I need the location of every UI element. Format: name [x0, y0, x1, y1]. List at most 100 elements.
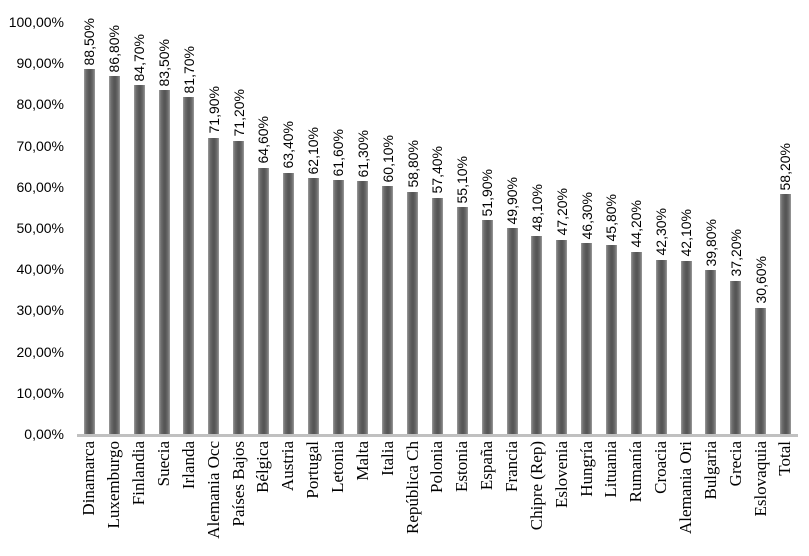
bar	[581, 243, 593, 434]
bar-value-label: 61,30%	[354, 129, 371, 178]
y-tick-label: 20,00%	[16, 343, 64, 360]
bar-value-label: 42,10%	[678, 209, 695, 257]
category-label: Francia	[502, 441, 522, 492]
bar-value-label: 45,80%	[603, 193, 620, 242]
category-label: Suecia	[154, 441, 173, 487]
bar	[779, 194, 791, 434]
bar-column: 62,10%	[301, 0, 326, 434]
bar-column: 81,70%	[176, 0, 201, 434]
bar-column: 42,10%	[674, 0, 699, 434]
bar	[208, 137, 220, 434]
category-label: Alemania Occ	[203, 441, 223, 539]
bar-value-label: 88,50%	[81, 17, 98, 66]
category-label: Alemania Ori	[676, 441, 696, 534]
category-column: Austria	[276, 441, 301, 556]
category-label: Dinamarca	[79, 441, 99, 516]
bar-value-label: 63,40%	[280, 121, 297, 169]
bar	[108, 76, 120, 434]
bar-value-label: 64,60%	[255, 116, 272, 164]
category-column: Francia	[500, 441, 525, 556]
bar	[680, 260, 692, 434]
bar	[307, 178, 319, 434]
category-column: Dinamarca	[77, 441, 102, 556]
plot-area: 88,50% 86,80% 84,70% 83,50% 81,70% 71,90% 71,2…	[77, 0, 798, 437]
bar-value-label: 71,90%	[205, 86, 222, 134]
x-axis-labels: Dinamarca Luxemburgo Finlandia Suecia Irland…	[77, 441, 798, 556]
bar	[605, 245, 617, 434]
bar	[556, 239, 568, 434]
bar-column: 58,20%	[773, 0, 798, 434]
bar	[730, 280, 742, 434]
category-label: Austria	[278, 441, 298, 492]
y-tick-label: 100,00%	[8, 14, 64, 30]
bar-column: 88,50%	[77, 0, 102, 434]
category-label: Italia	[377, 441, 397, 476]
bar	[382, 186, 394, 434]
bar-column: 42,30%	[649, 0, 674, 434]
bar-value-label: 58,80%	[404, 140, 421, 188]
bar	[257, 167, 269, 434]
y-tick-label: 90,00%	[16, 55, 64, 72]
category-label: Bélgica	[253, 441, 273, 493]
bar-column: 84,70%	[127, 0, 152, 434]
y-tick-label: 10,00%	[16, 384, 64, 401]
bar-value-label: 49,90%	[504, 176, 521, 225]
category-column: Eslovaquia	[748, 441, 773, 556]
category-column: Luxemburgo	[102, 441, 127, 556]
category-column: Alemania Ori	[674, 441, 699, 556]
y-tick-label: 0,00%	[24, 426, 64, 442]
bar-column: 48,10%	[524, 0, 549, 434]
y-axis: 0,00% 10,00% 20,00% 30,00% 40,00% 50,00% 60,00…	[0, 0, 64, 556]
bar-column: 71,20%	[226, 0, 251, 434]
bar-column: 37,20%	[723, 0, 748, 434]
category-column: Croacia	[649, 441, 674, 556]
bar-value-label: 30,60%	[752, 256, 769, 304]
bar-column: 58,80%	[400, 0, 425, 434]
bar-column: 63,40%	[276, 0, 301, 434]
category-label: Rumanía	[626, 441, 646, 503]
category-label: Malta	[352, 441, 372, 481]
y-tick-label: 80,00%	[16, 96, 64, 113]
category-column: Alemania Occ	[201, 441, 226, 556]
bar	[83, 69, 95, 434]
category-label: Finlandia	[129, 441, 149, 506]
bar-column: 30,60%	[748, 0, 773, 434]
category-column: Italia	[375, 441, 400, 556]
category-column: Chipre (Rep)	[524, 441, 549, 556]
bar	[332, 180, 344, 434]
category-column: República Ch	[400, 441, 425, 556]
bar	[655, 259, 667, 434]
category-column: Lituania	[599, 441, 624, 556]
bar-value-label: 84,70%	[131, 33, 148, 81]
category-label: Croacia	[651, 441, 671, 494]
category-label: Portugal	[303, 441, 323, 499]
bar	[282, 172, 294, 434]
category-label: Letonia	[328, 441, 348, 493]
bar-column: 61,30%	[350, 0, 375, 434]
category-column: España	[475, 441, 500, 556]
bar-column: 51,90%	[475, 0, 500, 434]
category-column: Grecia	[723, 441, 748, 556]
bar	[630, 251, 642, 434]
category-column: Malta	[350, 441, 375, 556]
category-label: Luxemburgo	[104, 441, 124, 529]
category-label: Eslovaquia	[750, 441, 770, 517]
category-label: Chipre (Rep)	[526, 441, 546, 531]
bar	[531, 235, 543, 434]
category-column: Portugal	[301, 441, 326, 556]
bar	[407, 191, 419, 434]
bar-value-label: 86,80%	[106, 24, 123, 73]
bar-column: 44,20%	[624, 0, 649, 434]
category-label: Total	[775, 441, 795, 476]
bar-column: 49,90%	[500, 0, 525, 434]
category-column: Bélgica	[251, 441, 276, 556]
bar-column: 83,50%	[152, 0, 177, 434]
bar-value-label: 57,40%	[429, 146, 446, 194]
bar-column: 71,90%	[201, 0, 226, 434]
category-label: Estonia	[452, 441, 472, 492]
category-column: Países Bajos	[226, 441, 251, 556]
bar-value-label: 60,10%	[379, 134, 396, 183]
bar-value-label: 58,20%	[777, 142, 794, 191]
bar-column: 55,10%	[450, 0, 475, 434]
